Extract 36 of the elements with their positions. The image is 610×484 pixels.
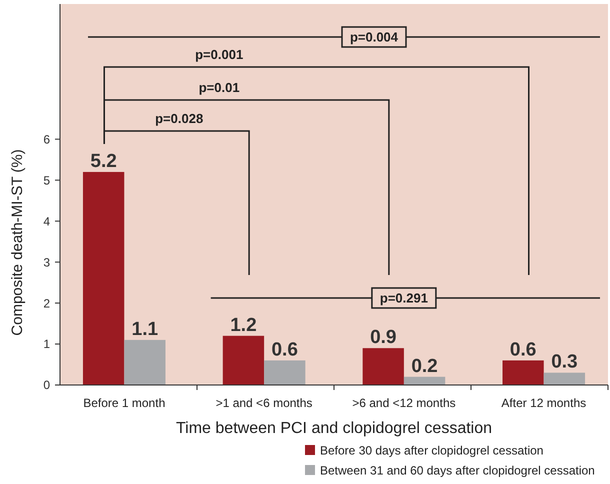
- bar: [82, 172, 124, 385]
- data-label: 0.3: [551, 352, 578, 373]
- y-axis-title: Composite death-MI-ST (%): [9, 149, 26, 336]
- y-tick-label: 4: [43, 214, 50, 228]
- data-label: 0.6: [510, 339, 536, 360]
- x-tick-label: >6 and <12 months: [352, 396, 456, 410]
- annotation: p=0.001: [195, 47, 244, 62]
- bar: [222, 336, 264, 385]
- legend-label: Before 30 days after clopidogrel cessation: [320, 444, 544, 458]
- bar: [264, 360, 306, 385]
- data-label: 0.2: [411, 356, 438, 377]
- x-tick-label: After 12 months: [501, 396, 586, 410]
- y-tick-label: 2: [43, 296, 50, 310]
- data-label: 0.9: [370, 327, 397, 348]
- y-tick-label: 6: [43, 132, 50, 146]
- data-label: 5.2: [90, 150, 117, 172]
- bar: [544, 372, 586, 385]
- x-tick-label: Before 1 month: [83, 396, 166, 410]
- annotation: p=0.004: [350, 30, 399, 45]
- annotation: p=0.028: [155, 111, 204, 126]
- y-tick-label: 1: [43, 337, 50, 352]
- data-label: 1.2: [230, 314, 257, 336]
- annotation: p=0.291: [380, 290, 428, 306]
- x-axis-title: Time between PCI and clopidogrel cessation: [176, 420, 492, 437]
- y-tick-label: 3: [43, 255, 50, 270]
- legend-label: Between 31 and 60 days after clopidogrel cessation: [320, 464, 595, 478]
- y-tick-label: 5: [43, 173, 50, 188]
- bar: [502, 360, 544, 385]
- data-label: 0.6: [271, 339, 298, 360]
- data-label: 1.1: [132, 318, 158, 340]
- annotation: p=0.01: [198, 80, 240, 95]
- x-tick-label: >1 and <6 months: [216, 396, 312, 410]
- y-tick-label: 0: [43, 378, 50, 392]
- bar: [404, 376, 446, 385]
- bar: [362, 348, 404, 385]
- bar: [124, 340, 166, 385]
